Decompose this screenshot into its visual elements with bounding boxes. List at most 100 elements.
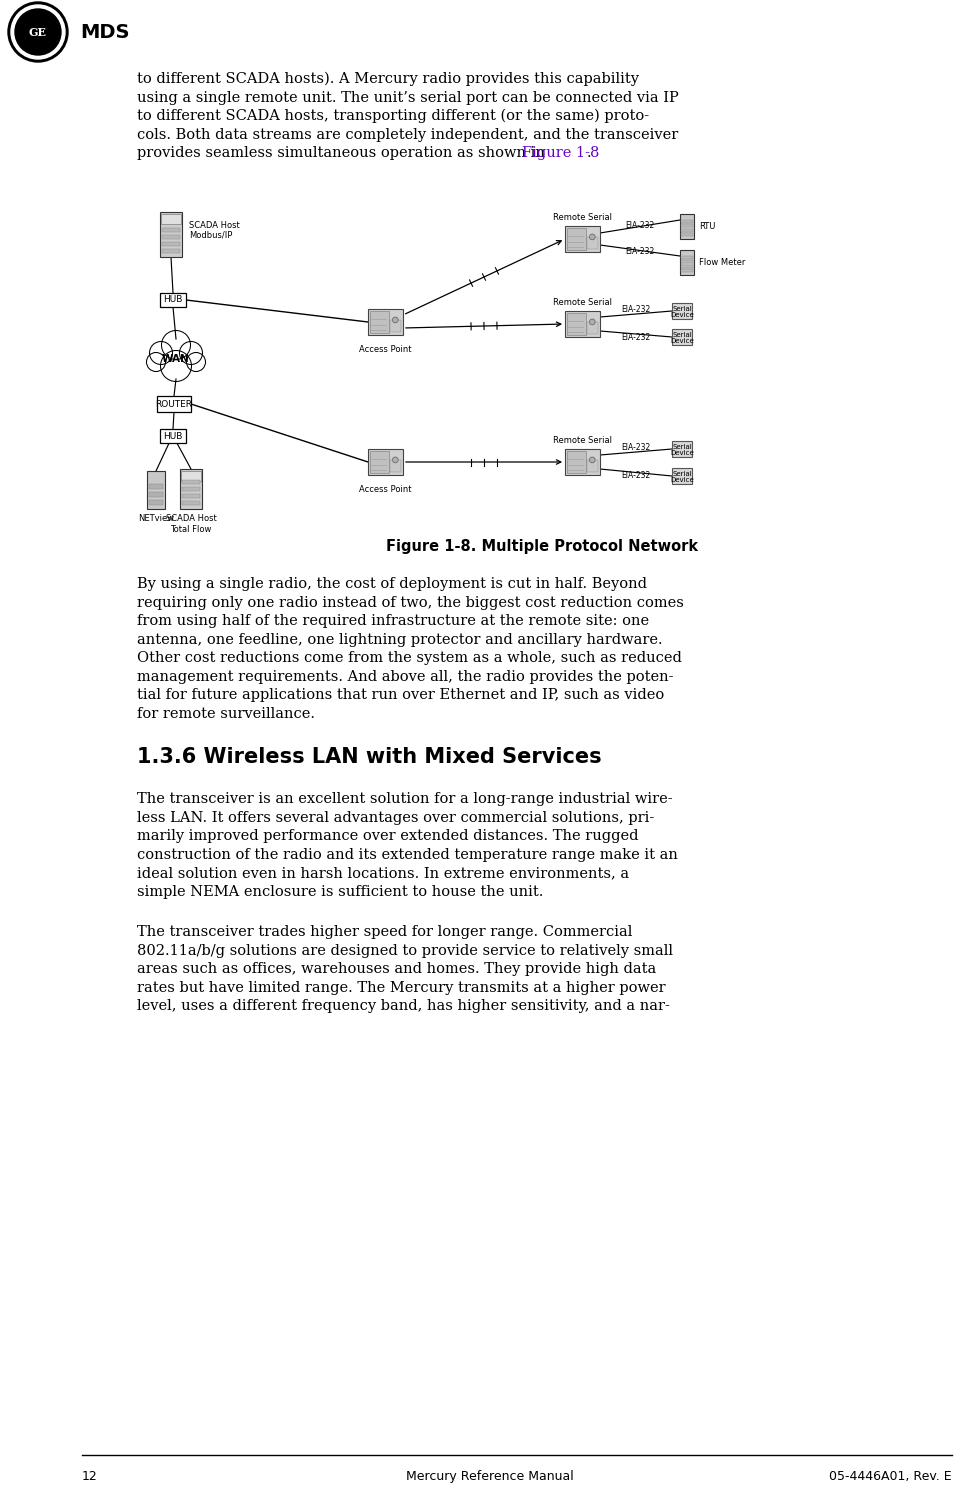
Text: level, uses a different frequency band, has higher sensitivity, and a nar-: level, uses a different frequency band, …: [137, 998, 669, 1013]
Text: EIA-232: EIA-232: [621, 443, 650, 452]
Circle shape: [392, 457, 398, 463]
Text: Other cost reductions come from the system as a whole, such as reduced: Other cost reductions come from the syst…: [137, 651, 682, 665]
Text: ideal solution even in harsh locations. In extreme environments, a: ideal solution even in harsh locations. …: [137, 865, 629, 880]
Circle shape: [15, 9, 61, 55]
FancyBboxPatch shape: [586, 322, 598, 334]
Text: ROUTER: ROUTER: [156, 400, 193, 409]
Text: 12: 12: [82, 1470, 98, 1484]
Text: to different SCADA hosts). A Mercury radio provides this capability: to different SCADA hosts). A Mercury rad…: [137, 72, 639, 87]
FancyBboxPatch shape: [161, 228, 180, 232]
Text: construction of the radio and its extended temperature range make it an: construction of the radio and its extend…: [137, 847, 677, 861]
FancyBboxPatch shape: [566, 451, 586, 473]
Text: to different SCADA hosts, transporting different (or the same) proto-: to different SCADA hosts, transporting d…: [137, 109, 648, 123]
Text: requiring only one radio instead of two, the biggest cost reduction comes: requiring only one radio instead of two,…: [137, 596, 684, 609]
FancyBboxPatch shape: [564, 449, 600, 475]
Text: EIA-232: EIA-232: [625, 222, 654, 231]
FancyBboxPatch shape: [181, 472, 200, 481]
Text: EIA-232: EIA-232: [625, 247, 654, 256]
FancyBboxPatch shape: [566, 228, 586, 250]
FancyBboxPatch shape: [681, 269, 692, 272]
Text: Figure 1-8. Multiple Protocol Network: Figure 1-8. Multiple Protocol Network: [385, 539, 697, 554]
FancyBboxPatch shape: [389, 460, 400, 472]
FancyBboxPatch shape: [368, 449, 403, 475]
FancyBboxPatch shape: [182, 500, 200, 504]
Text: Serial: Serial: [672, 332, 691, 338]
Text: EIA-232: EIA-232: [621, 305, 650, 314]
FancyBboxPatch shape: [681, 265, 692, 268]
FancyBboxPatch shape: [681, 256, 692, 259]
Circle shape: [392, 317, 398, 323]
Text: for remote surveillance.: for remote surveillance.: [137, 707, 315, 720]
Text: Device: Device: [669, 478, 693, 484]
Text: Device: Device: [669, 338, 693, 344]
Text: Access Point: Access Point: [359, 344, 412, 353]
Text: less LAN. It offers several advantages over commercial solutions, pri-: less LAN. It offers several advantages o…: [137, 810, 653, 825]
Circle shape: [147, 352, 165, 371]
Text: Serial: Serial: [672, 445, 691, 451]
Text: Figure 1-8: Figure 1-8: [521, 147, 599, 160]
Text: 1.3.6 Wireless LAN with Mixed Services: 1.3.6 Wireless LAN with Mixed Services: [137, 747, 601, 766]
Text: rates but have limited range. The Mercury transmits at a higher power: rates but have limited range. The Mercur…: [137, 981, 665, 994]
Text: 05-4446A01, Rev. E: 05-4446A01, Rev. E: [828, 1470, 951, 1484]
Text: Flow Meter: Flow Meter: [698, 257, 744, 266]
FancyBboxPatch shape: [182, 479, 200, 484]
Text: WAN: WAN: [162, 353, 190, 364]
FancyBboxPatch shape: [160, 214, 181, 225]
Text: tial for future applications that run over Ethernet and IP, such as video: tial for future applications that run ov…: [137, 689, 663, 702]
Text: Serial: Serial: [672, 305, 691, 311]
FancyBboxPatch shape: [586, 238, 598, 249]
Text: 802.11a/b/g solutions are designed to provide service to relatively small: 802.11a/b/g solutions are designed to pr…: [137, 943, 672, 958]
FancyBboxPatch shape: [564, 226, 600, 251]
Text: Remote Serial: Remote Serial: [553, 298, 611, 307]
Text: SCADA Host: SCADA Host: [165, 513, 216, 522]
Circle shape: [589, 457, 595, 463]
FancyBboxPatch shape: [681, 229, 692, 232]
Circle shape: [179, 341, 202, 364]
Text: EIA-232: EIA-232: [621, 472, 650, 481]
Text: areas such as offices, warehouses and homes. They provide high data: areas such as offices, warehouses and ho…: [137, 963, 655, 976]
FancyBboxPatch shape: [681, 260, 692, 263]
FancyBboxPatch shape: [671, 442, 691, 457]
Text: SCADA Host: SCADA Host: [189, 220, 240, 229]
Text: By using a single radio, the cost of deployment is cut in half. Beyond: By using a single radio, the cost of dep…: [137, 576, 646, 591]
Text: NETview: NETview: [138, 513, 174, 522]
Text: Device: Device: [669, 451, 693, 457]
Text: GE: GE: [29, 27, 47, 37]
Circle shape: [589, 234, 595, 240]
Circle shape: [589, 319, 595, 325]
FancyBboxPatch shape: [564, 311, 600, 337]
Circle shape: [187, 352, 205, 371]
FancyBboxPatch shape: [161, 241, 180, 246]
Text: Access Point: Access Point: [359, 485, 412, 494]
FancyBboxPatch shape: [681, 220, 692, 223]
FancyBboxPatch shape: [566, 313, 586, 335]
FancyBboxPatch shape: [180, 469, 201, 509]
Text: Device: Device: [669, 311, 693, 317]
FancyBboxPatch shape: [182, 487, 200, 491]
FancyBboxPatch shape: [681, 225, 692, 228]
FancyBboxPatch shape: [159, 213, 182, 257]
FancyBboxPatch shape: [671, 329, 691, 344]
FancyBboxPatch shape: [389, 320, 400, 332]
Text: EIA-232: EIA-232: [621, 332, 650, 341]
FancyBboxPatch shape: [161, 235, 180, 240]
Text: antenna, one feedline, one lightning protector and ancillary hardware.: antenna, one feedline, one lightning pro…: [137, 633, 662, 647]
Text: using a single remote unit. The unit’s serial port can be connected via IP: using a single remote unit. The unit’s s…: [137, 90, 678, 105]
Text: provides seamless simultaneous operation as shown in: provides seamless simultaneous operation…: [137, 147, 549, 160]
FancyBboxPatch shape: [149, 484, 162, 490]
FancyBboxPatch shape: [161, 249, 180, 253]
FancyBboxPatch shape: [370, 451, 389, 473]
FancyBboxPatch shape: [159, 430, 186, 443]
FancyBboxPatch shape: [671, 302, 691, 319]
Text: The transceiver is an excellent solution for a long-range industrial wire-: The transceiver is an excellent solution…: [137, 792, 672, 805]
Text: cols. Both data streams are completely independent, and the transceiver: cols. Both data streams are completely i…: [137, 127, 678, 142]
Text: Mercury Reference Manual: Mercury Reference Manual: [405, 1470, 573, 1484]
FancyBboxPatch shape: [149, 500, 162, 504]
Text: simple NEMA enclosure is sufficient to house the unit.: simple NEMA enclosure is sufficient to h…: [137, 885, 543, 898]
Text: Modbus/IP: Modbus/IP: [189, 231, 232, 240]
Text: management requirements. And above all, the radio provides the poten-: management requirements. And above all, …: [137, 669, 673, 684]
FancyBboxPatch shape: [680, 214, 693, 240]
FancyBboxPatch shape: [680, 250, 693, 275]
Circle shape: [161, 331, 191, 359]
FancyBboxPatch shape: [147, 472, 165, 509]
